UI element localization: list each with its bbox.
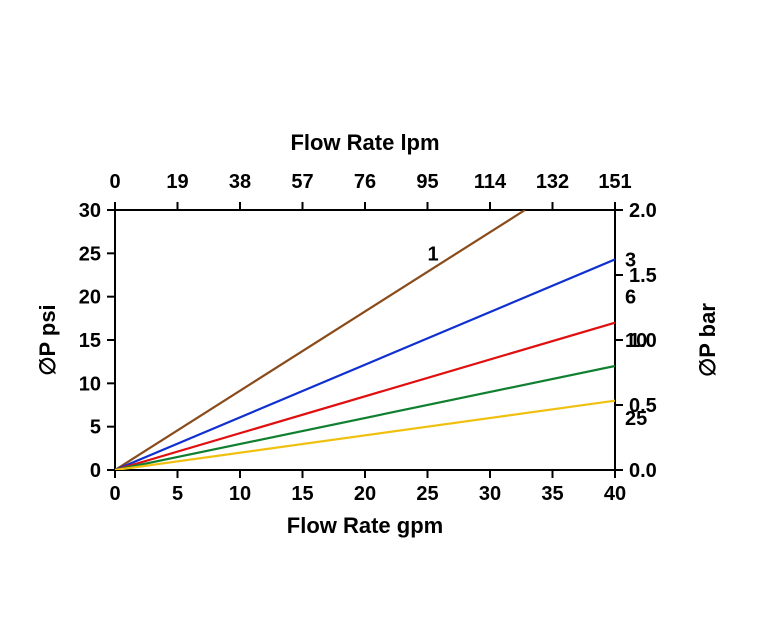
x-top-tick-label: 95 bbox=[416, 171, 438, 193]
y-right-title: ∅P bar bbox=[695, 303, 720, 377]
series-label: 1 bbox=[428, 243, 439, 265]
chart-canvas: 0510152025303540Flow Rate gpm01938577695… bbox=[0, 0, 784, 642]
x-bottom-tick-label: 20 bbox=[354, 483, 376, 505]
x-top-tick-label: 0 bbox=[109, 171, 120, 193]
x-top-tick-label: 57 bbox=[291, 171, 313, 193]
x-bottom-tick-label: 10 bbox=[229, 483, 251, 505]
y-left-tick-label: 25 bbox=[79, 243, 101, 265]
x-bottom-title: Flow Rate gpm bbox=[287, 513, 443, 538]
pressure-flow-chart: 0510152025303540Flow Rate gpm01938577695… bbox=[0, 0, 784, 642]
series-label: 6 bbox=[625, 287, 636, 309]
y-right-tick-label: 2.0 bbox=[629, 200, 657, 222]
y-left-title: ∅P psi bbox=[35, 304, 60, 375]
x-bottom-tick-label: 40 bbox=[604, 483, 626, 505]
x-bottom-tick-label: 0 bbox=[109, 483, 120, 505]
series-label: 10 bbox=[625, 330, 647, 352]
x-bottom-tick-label: 5 bbox=[172, 483, 183, 505]
y-left-tick-label: 5 bbox=[90, 417, 101, 439]
y-left-tick-label: 0 bbox=[90, 460, 101, 482]
x-bottom-tick-label: 30 bbox=[479, 483, 501, 505]
series-label: 3 bbox=[625, 249, 636, 271]
y-left-tick-label: 15 bbox=[79, 330, 101, 352]
x-top-tick-label: 38 bbox=[229, 171, 251, 193]
x-bottom-tick-label: 15 bbox=[291, 483, 313, 505]
y-left-tick-label: 30 bbox=[79, 200, 101, 222]
x-top-tick-label: 132 bbox=[536, 171, 569, 193]
x-top-tick-label: 19 bbox=[166, 171, 188, 193]
x-top-title: Flow Rate lpm bbox=[290, 130, 439, 155]
series-label: 25 bbox=[625, 408, 647, 430]
y-right-tick-label: 0.0 bbox=[629, 460, 657, 482]
x-top-tick-label: 151 bbox=[598, 171, 631, 193]
y-left-tick-label: 20 bbox=[79, 287, 101, 309]
y-left-tick-label: 10 bbox=[79, 373, 101, 395]
x-top-tick-label: 114 bbox=[474, 171, 507, 193]
x-top-tick-label: 76 bbox=[354, 171, 376, 193]
x-bottom-tick-label: 25 bbox=[416, 483, 438, 505]
x-bottom-tick-label: 35 bbox=[541, 483, 563, 505]
